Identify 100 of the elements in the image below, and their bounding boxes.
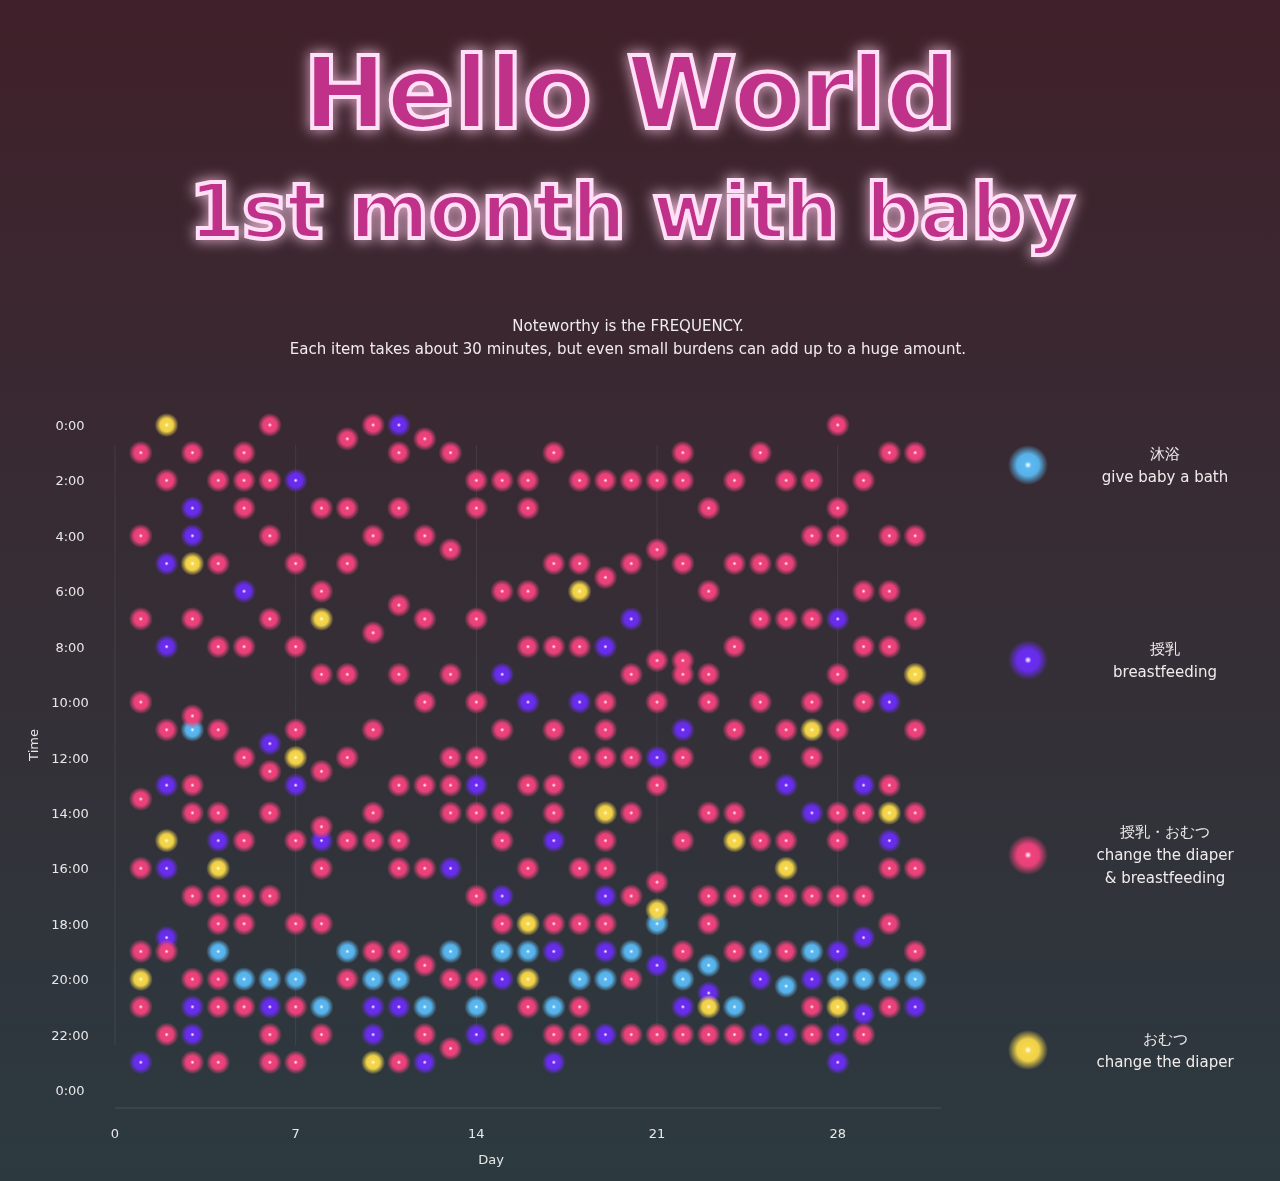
point [154, 856, 179, 881]
point [541, 1050, 566, 1075]
point [825, 1050, 850, 1075]
point [748, 1022, 773, 1047]
point [283, 745, 308, 770]
point [361, 967, 386, 992]
point [748, 967, 773, 992]
x-tick-label: 21 [648, 1126, 666, 1141]
point [283, 468, 308, 493]
point [851, 925, 876, 950]
y-tick-label: 0:00 [55, 1083, 85, 1098]
point [696, 994, 721, 1019]
point [903, 662, 928, 687]
point [567, 579, 592, 604]
point [232, 967, 257, 992]
point [335, 939, 360, 964]
point [645, 953, 670, 978]
point [696, 953, 721, 978]
point [438, 856, 463, 881]
x-tick-label: 0 [110, 1126, 120, 1141]
point [361, 1050, 386, 1075]
point [180, 551, 205, 576]
text: 授乳 breastfeeding [1113, 639, 1217, 681]
point [903, 967, 928, 992]
point [464, 1022, 489, 1047]
point [464, 994, 489, 1019]
point [593, 939, 618, 964]
point [490, 939, 515, 964]
point [670, 994, 695, 1019]
point [825, 967, 850, 992]
text: Each item takes about 30 minutes, but even small burdens can add up to a huge amount. [289, 340, 967, 358]
x-tick-label: 14 [468, 1126, 485, 1141]
y-tick-label: 16:00 [51, 861, 89, 877]
point [516, 967, 540, 992]
point [774, 856, 799, 881]
point [877, 690, 902, 715]
chart-title: Hello World [302, 35, 958, 152]
point [825, 606, 850, 631]
point [541, 994, 566, 1019]
point [645, 745, 670, 770]
point [722, 828, 747, 853]
y-tick-label: 22:00 [51, 1027, 89, 1043]
point [128, 967, 153, 992]
point [877, 800, 902, 825]
point [593, 634, 618, 659]
point [283, 773, 308, 798]
point [180, 994, 205, 1019]
point [386, 967, 411, 992]
point [412, 994, 437, 1019]
point [541, 828, 566, 853]
point [490, 662, 515, 687]
point [645, 897, 670, 922]
point [748, 939, 773, 964]
point [722, 994, 747, 1019]
point [154, 413, 179, 437]
point [851, 773, 876, 798]
point [670, 717, 695, 742]
point [128, 1050, 153, 1075]
point [774, 974, 799, 999]
point [619, 939, 644, 964]
text: 授乳・おむつ change the diaper & breastfeeding [1096, 823, 1235, 887]
point [774, 1022, 799, 1047]
y-tick-label: 4:00 [55, 528, 85, 544]
point [464, 773, 489, 798]
point [877, 828, 902, 853]
point [877, 967, 902, 992]
point [541, 939, 566, 964]
point [825, 994, 850, 1019]
point [567, 967, 592, 992]
point [180, 1022, 205, 1047]
point [309, 606, 334, 631]
point [670, 967, 695, 992]
point [257, 994, 282, 1019]
y-tick-label: 18:00 [51, 916, 89, 932]
point [851, 967, 876, 992]
point [283, 967, 308, 992]
point [774, 773, 799, 798]
y-tick-label: 10:00 [51, 695, 89, 711]
point [309, 994, 334, 1019]
y-tick-label: 0:00 [55, 418, 85, 433]
point [593, 967, 618, 992]
point [903, 994, 928, 1019]
point [516, 911, 540, 936]
y-tick-label: 8:00 [55, 639, 85, 655]
text: 沐浴 give baby a bath [1101, 444, 1229, 486]
y-tick-label: 20:00 [51, 972, 89, 988]
point [386, 413, 411, 437]
point [490, 967, 515, 992]
text: おむつ change the diaper [1096, 1029, 1235, 1071]
point [206, 828, 231, 853]
point [154, 773, 179, 798]
point [567, 690, 592, 715]
point [154, 634, 179, 659]
point [619, 606, 644, 631]
point [438, 939, 463, 964]
point [490, 884, 515, 909]
point [516, 939, 540, 964]
point [593, 884, 618, 909]
point [799, 967, 824, 992]
point [825, 1022, 850, 1047]
